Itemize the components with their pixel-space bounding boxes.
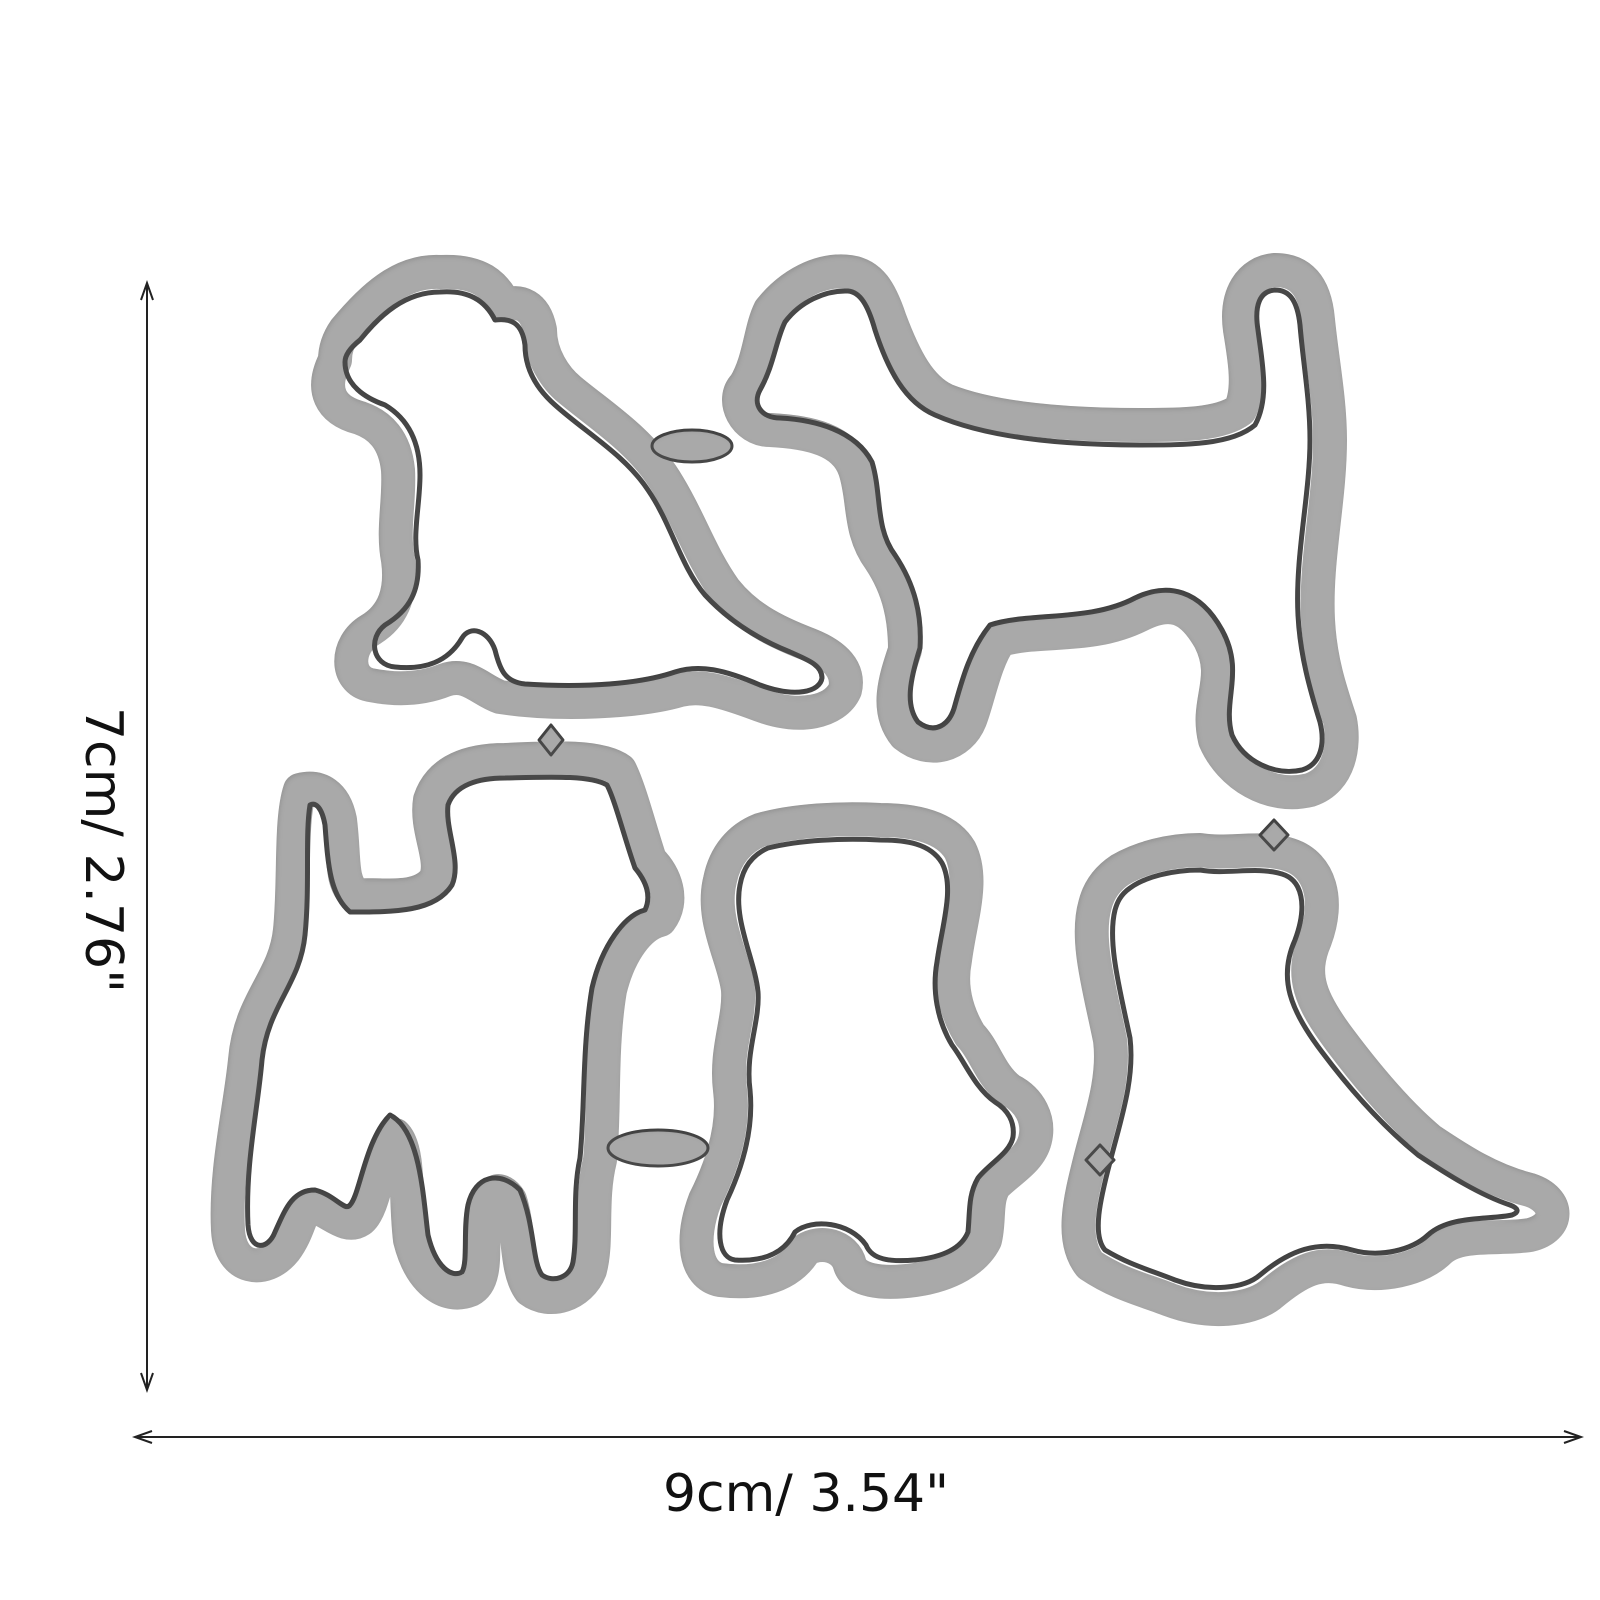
die-standing-dog [722, 253, 1359, 810]
die-puppy-front [679, 802, 1054, 1299]
connector-tabs [537, 428, 1290, 1177]
width-label: 9cm/ 3.54" [663, 1464, 949, 1524]
die-sitting-dog [1061, 833, 1570, 1326]
die-sitting-puppy [311, 254, 863, 730]
height-dimension-arrow [140, 279, 154, 1394]
height-label: 7cm/ 2.76" [73, 707, 133, 993]
cutting-dies [210, 253, 1570, 1326]
die-scottie-dog [210, 741, 685, 1314]
width-dimension-arrow [131, 1430, 1585, 1444]
